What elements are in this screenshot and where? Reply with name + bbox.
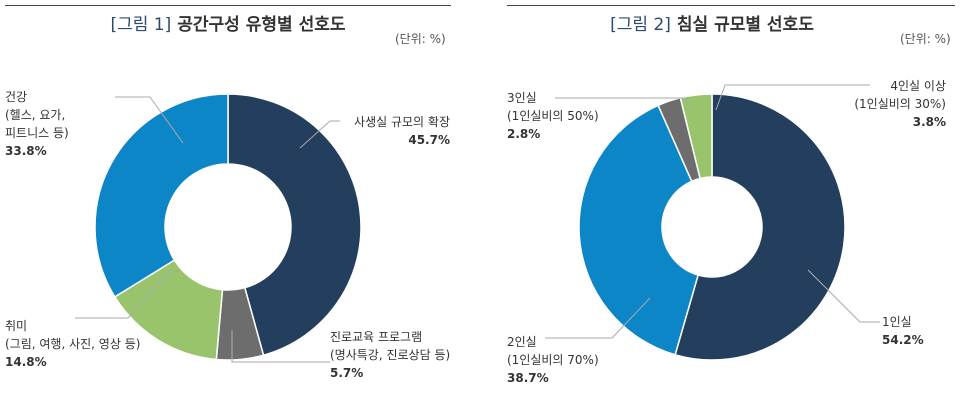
label-3room: 3인실 (1인실비의 50%) 2.8% <box>507 89 599 143</box>
leader-line-hobby <box>75 269 171 319</box>
label-health-value: 33.8% <box>5 144 47 158</box>
label-1room-value: 54.2% <box>882 333 924 347</box>
label-4room: 4인실 이상 (1인실비의 30%) 3.8% <box>854 77 946 131</box>
label-2room-value: 38.7% <box>507 371 549 385</box>
leader-line-career <box>231 330 330 363</box>
label-dorm-name: 사생실 규모의 확장 <box>354 115 450 129</box>
label-3room-name: 3인실 <box>507 91 537 105</box>
donut-slice-0 <box>227 93 362 357</box>
leader-line-dorm <box>299 120 340 149</box>
label-career-name: 진로교육 프로그램 <box>330 330 423 344</box>
donut-chart-1 <box>94 93 362 361</box>
label-hobby-sub: (그림, 여행, 사진, 영상 등) <box>5 337 141 351</box>
donut-slice-3 <box>679 93 713 180</box>
label-3room-sub: (1인실비의 50%) <box>507 109 599 123</box>
label-dorm: 사생실 규모의 확장 45.7% <box>354 113 450 149</box>
chart-2-title: [그림 2] 침실 규모별 선호도 <box>610 10 814 35</box>
label-health-name: 건강 <box>5 90 28 104</box>
donut-slice-1 <box>578 104 700 356</box>
label-health: 건강 (헬스, 요가, 피트니스 등) 33.8% <box>5 88 69 160</box>
donut-chart-2 <box>578 93 846 361</box>
chart-2-unit: (단위: %) <box>900 32 951 46</box>
chart-1-title-text: 공간구성 유형별 선호도 <box>177 15 346 35</box>
label-2room-name: 2인실 <box>507 335 537 349</box>
top-rule-2 <box>507 5 955 6</box>
leader-line-2room <box>545 297 651 339</box>
label-hobby-value: 14.8% <box>5 355 47 369</box>
label-hobby: 취미 (그림, 여행, 사진, 영상 등) 14.8% <box>5 317 140 371</box>
chart-2-fig: [그림 2] <box>610 15 671 35</box>
top-rule-1 <box>5 5 451 6</box>
donut-slice-0 <box>674 93 846 361</box>
label-hobby-name: 취미 <box>5 319 28 333</box>
donut-slice-3 <box>94 93 229 298</box>
label-health-sub2: 피트니스 등) <box>5 126 69 140</box>
leader-line-4room <box>715 84 870 111</box>
label-career-sub: (명사특강, 진로상담 등) <box>330 348 451 362</box>
leader-line-health <box>115 96 184 144</box>
label-4room-name: 4인실 이상 <box>890 79 946 93</box>
label-2room-sub: (1인실비의 70%) <box>507 353 599 367</box>
label-4room-value: 3.8% <box>912 115 946 129</box>
label-1room: 1인실 54.2% <box>882 313 924 349</box>
label-4room-sub: (1인실비의 30%) <box>854 97 946 111</box>
label-3room-value: 2.8% <box>507 127 541 141</box>
chart-1-unit: (단위: %) <box>395 32 446 46</box>
label-career-value: 5.7% <box>330 366 364 380</box>
label-dorm-value: 45.7% <box>408 133 450 147</box>
label-health-sub: (헬스, 요가, <box>5 108 66 122</box>
label-1room-name: 1인실 <box>882 315 912 329</box>
chart-1-title: [그림 1] 공간구성 유형별 선호도 <box>110 10 345 35</box>
label-2room: 2인실 (1인실비의 70%) 38.7% <box>507 333 599 387</box>
leader-line-1room <box>807 269 880 323</box>
chart-2-title-text: 침실 규모별 선호도 <box>676 15 814 35</box>
label-career: 진로교육 프로그램 (명사특강, 진로상담 등) 5.7% <box>330 328 450 382</box>
chart-1-fig: [그림 1] <box>110 15 172 35</box>
leader-line-3room <box>555 97 691 111</box>
